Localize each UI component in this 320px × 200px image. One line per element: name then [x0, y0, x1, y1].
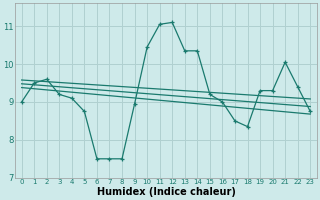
X-axis label: Humidex (Indice chaleur): Humidex (Indice chaleur) — [97, 187, 236, 197]
